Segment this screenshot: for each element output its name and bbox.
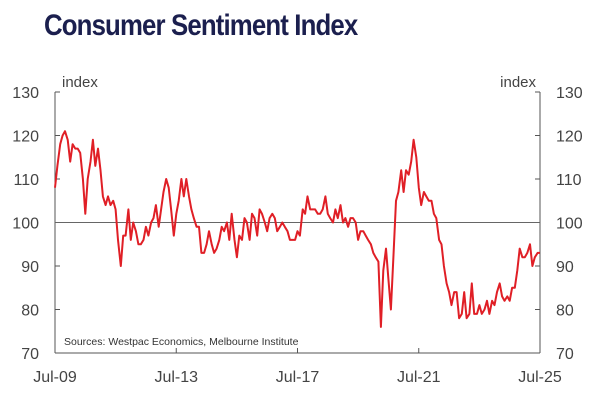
y-tick-label-left: 90 <box>21 259 39 276</box>
chart-title: Consumer Sentiment Index <box>44 9 358 42</box>
source-note: Sources: Westpac Economics, Melbourne In… <box>64 336 299 348</box>
y-tick-label-left: 70 <box>21 346 39 363</box>
y-tick-label-right: 80 <box>556 303 574 320</box>
y-tick-label-right: 120 <box>556 129 583 146</box>
y-axis-right-label: index <box>500 74 536 91</box>
x-tick-label: Jul-25 <box>518 369 562 386</box>
y-tick-label-right: 70 <box>556 346 574 363</box>
y-axis-left-label: index <box>62 74 98 91</box>
x-tick-label: Jul-21 <box>397 369 441 386</box>
y-tick-label-left: 110 <box>13 172 39 189</box>
y-tick-label-left: 130 <box>12 85 39 102</box>
y-tick-label-right: 90 <box>556 259 574 276</box>
x-axis: Jul-09 Jul-13 Jul-17 Jul-21 Jul-25 <box>33 348 562 386</box>
y-tick-label-left: 100 <box>12 216 39 233</box>
y-axis-left: 70 80 90 100 110 120 130 <box>12 85 60 363</box>
y-tick-label-left: 80 <box>21 303 39 320</box>
y-tick-label-left: 120 <box>12 129 39 146</box>
x-tick-label: Jul-17 <box>276 369 320 386</box>
x-tick-label: Jul-09 <box>33 369 77 386</box>
x-tick-label: Jul-13 <box>154 369 198 386</box>
y-tick-label-right: 100 <box>556 216 583 233</box>
y-tick-label-right: 130 <box>556 85 583 102</box>
y-axis-right: 70 80 90 100 110 120 130 <box>535 85 583 363</box>
y-tick-label-right: 110 <box>556 172 582 189</box>
series-line-consumer-sentiment <box>54 130 540 328</box>
